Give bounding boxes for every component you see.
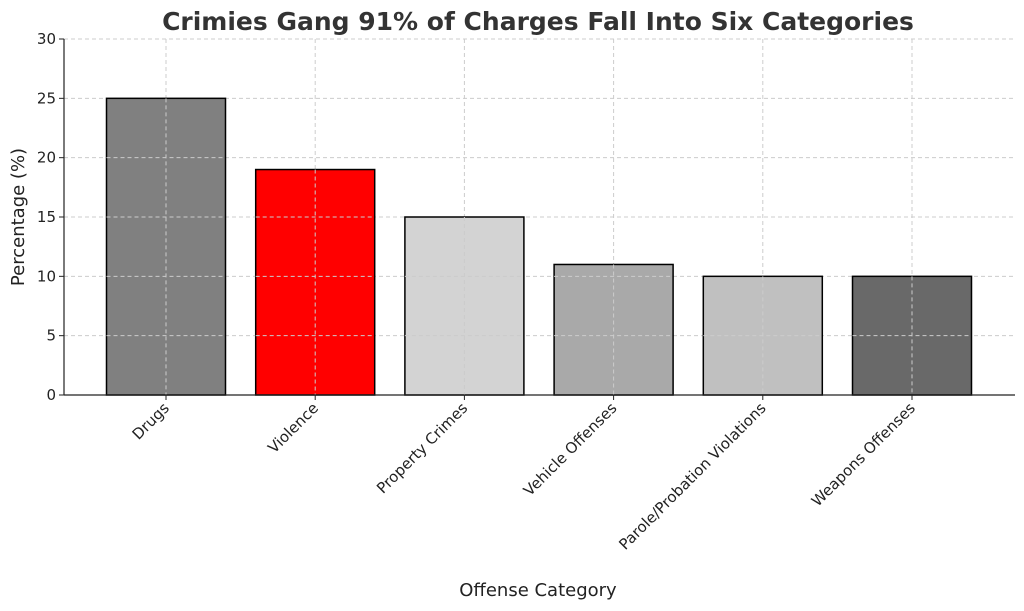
chart-title: Crimies Gang 91% of Charges Fall Into Si… (162, 7, 914, 36)
y-tick-label: 15 (37, 208, 56, 226)
x-axis-label: Offense Category (459, 580, 617, 601)
y-tick-label: 30 (37, 30, 56, 48)
bar (404, 216, 525, 396)
x-tick-label: Drugs (129, 399, 173, 443)
y-axis-label: Percentage (%) (8, 148, 29, 286)
x-tick-label: Vehicle Offenses (520, 399, 621, 500)
x-tick-label: Weapons Offenses (808, 399, 919, 510)
axes (59, 38, 1015, 400)
y-tick-label: 20 (37, 149, 56, 167)
y-tick-label: 25 (37, 89, 56, 107)
x-tick-label: Property Crimes (373, 399, 471, 497)
bars (105, 97, 973, 396)
x-tick-label: Parole/Probation Violations (615, 399, 769, 553)
x-tick-label: Violence (264, 399, 322, 457)
y-tick-label: 10 (37, 267, 56, 285)
y-tick-label: 5 (46, 327, 56, 345)
y-tick-label: 0 (46, 386, 56, 404)
